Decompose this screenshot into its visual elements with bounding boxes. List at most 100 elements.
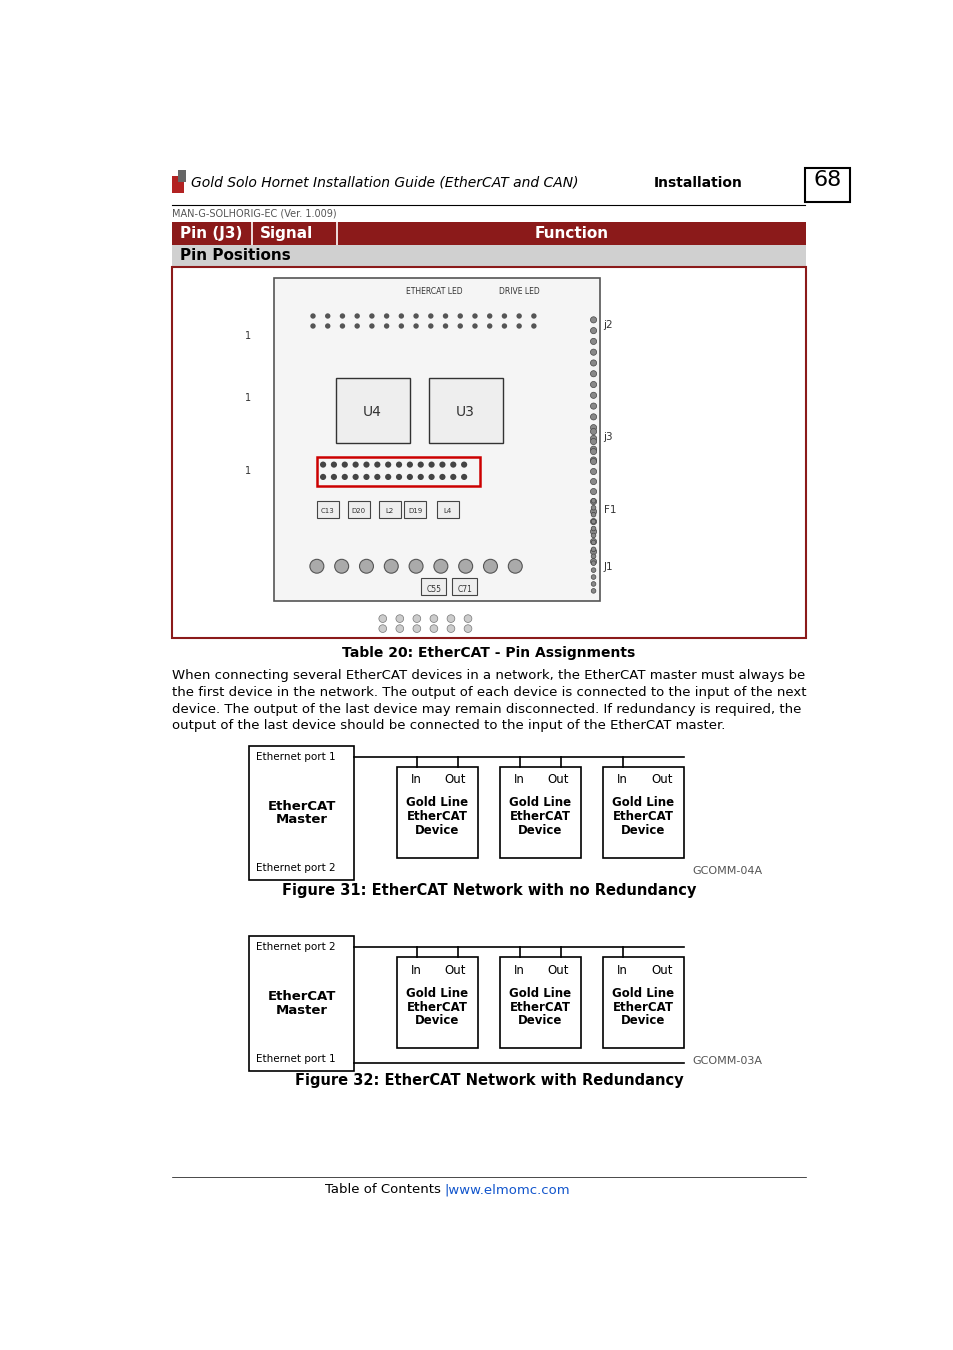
Circle shape [395, 474, 402, 481]
Circle shape [413, 614, 420, 622]
Circle shape [341, 462, 348, 467]
Bar [429, 378, 502, 443]
Text: J1: J1 [603, 563, 613, 572]
Text: Gold Line: Gold Line [509, 987, 571, 999]
Circle shape [434, 559, 447, 574]
Circle shape [374, 474, 380, 481]
Bar [499, 957, 580, 1048]
Text: Table 20: EtherCAT - Pin Assignments: Table 20: EtherCAT - Pin Assignments [342, 645, 635, 660]
Text: device. The output of the last device may remain disconnected. If redundancy is : device. The output of the last device ma… [172, 702, 801, 716]
Text: In: In [617, 774, 627, 787]
Circle shape [413, 313, 418, 319]
Circle shape [460, 462, 467, 467]
Circle shape [516, 313, 521, 319]
Circle shape [590, 404, 596, 409]
Circle shape [406, 474, 413, 481]
Circle shape [591, 568, 596, 572]
Circle shape [590, 456, 596, 463]
Circle shape [590, 360, 596, 366]
Text: When connecting several EtherCAT devices in a network, the EtherCAT master must : When connecting several EtherCAT devices… [172, 668, 804, 682]
Circle shape [439, 462, 445, 467]
Circle shape [335, 559, 348, 574]
Circle shape [331, 462, 336, 467]
Bar [274, 278, 599, 601]
Bar [348, 501, 369, 518]
Circle shape [591, 575, 596, 579]
Circle shape [458, 559, 472, 574]
Text: In: In [410, 964, 421, 976]
Circle shape [355, 323, 359, 328]
Circle shape [428, 323, 433, 328]
Text: 1: 1 [245, 393, 251, 404]
Circle shape [385, 474, 391, 481]
Text: Device: Device [620, 1014, 665, 1027]
Circle shape [590, 509, 596, 514]
Circle shape [325, 313, 330, 319]
Circle shape [590, 489, 596, 494]
Circle shape [439, 474, 445, 481]
Text: Ethernet port 2: Ethernet port 2 [255, 942, 335, 952]
Circle shape [447, 625, 455, 632]
Bar [396, 957, 477, 1048]
Text: C13: C13 [320, 508, 335, 514]
Circle shape [395, 625, 403, 632]
Circle shape [590, 339, 596, 344]
Bar [396, 767, 477, 859]
Circle shape [369, 323, 375, 328]
Text: Device: Device [620, 825, 665, 837]
Circle shape [590, 317, 596, 323]
Text: the first device in the network. The output of each device is connected to the i: the first device in the network. The out… [172, 686, 805, 698]
Circle shape [319, 474, 326, 481]
Circle shape [590, 435, 596, 441]
Circle shape [384, 559, 397, 574]
Circle shape [383, 323, 389, 328]
Circle shape [339, 323, 345, 328]
Text: Gold Line: Gold Line [509, 796, 571, 810]
Bar [172, 267, 805, 637]
Circle shape [369, 313, 375, 319]
Bar [499, 767, 580, 859]
Circle shape [531, 313, 536, 319]
Bar [316, 456, 479, 486]
Circle shape [406, 462, 413, 467]
Circle shape [331, 474, 336, 481]
Circle shape [339, 313, 345, 319]
Circle shape [464, 625, 472, 632]
Bar [404, 501, 426, 518]
Text: Device: Device [415, 1014, 459, 1027]
Circle shape [428, 462, 435, 467]
Circle shape [383, 313, 389, 319]
Text: Out: Out [547, 964, 569, 976]
Text: MAN-G-SOLHORIG-EC (Ver. 1.009): MAN-G-SOLHORIG-EC (Ver. 1.009) [172, 208, 336, 219]
Circle shape [457, 323, 462, 328]
Text: Gold Line: Gold Line [612, 987, 674, 999]
Circle shape [398, 323, 404, 328]
Circle shape [590, 448, 596, 455]
Circle shape [310, 323, 315, 328]
Text: GCOMM-03A: GCOMM-03A [691, 1056, 761, 1066]
Circle shape [590, 424, 596, 431]
Text: Master: Master [275, 1003, 328, 1017]
Circle shape [325, 323, 330, 328]
Text: Pin Positions: Pin Positions [179, 248, 290, 263]
Bar [452, 578, 476, 595]
Text: EtherCAT: EtherCAT [510, 810, 570, 824]
Circle shape [590, 498, 596, 505]
Text: EtherCAT: EtherCAT [613, 1000, 674, 1014]
Circle shape [590, 446, 596, 452]
Text: 68: 68 [813, 170, 841, 190]
Circle shape [501, 313, 507, 319]
Circle shape [310, 313, 315, 319]
Text: EtherCAT: EtherCAT [613, 810, 674, 824]
Circle shape [590, 459, 596, 464]
Circle shape [442, 323, 448, 328]
Circle shape [531, 323, 536, 328]
Text: Device: Device [517, 825, 562, 837]
Text: L4: L4 [443, 508, 452, 514]
Circle shape [590, 414, 596, 420]
Circle shape [413, 323, 418, 328]
Circle shape [590, 528, 596, 535]
Text: ETHERCAT LED: ETHERCAT LED [406, 286, 462, 296]
Circle shape [590, 548, 596, 555]
Circle shape [591, 533, 596, 537]
